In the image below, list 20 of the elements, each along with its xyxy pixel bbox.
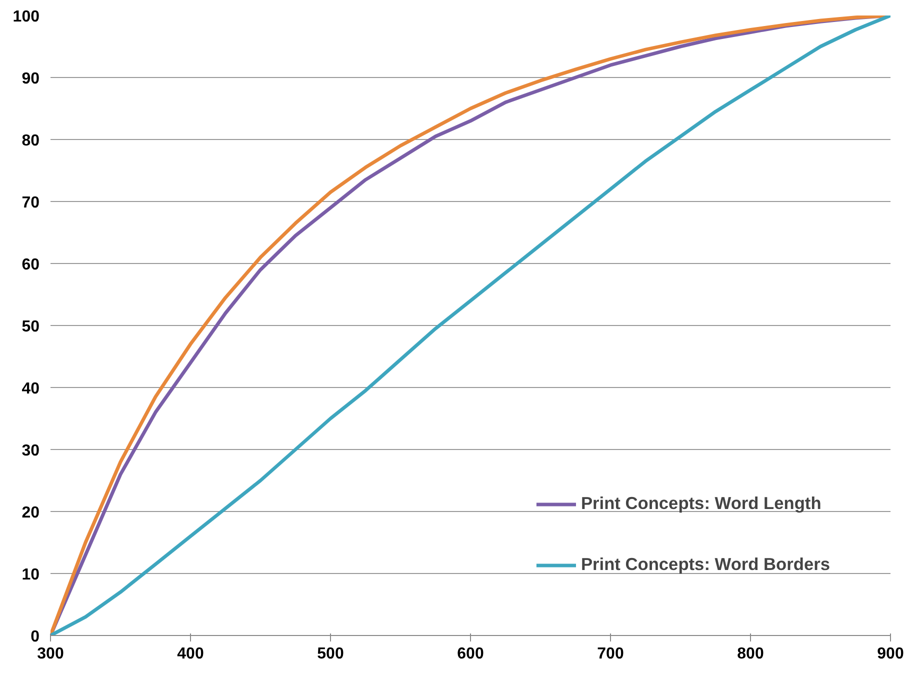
y-tick-label: 10: [22, 566, 40, 584]
legend-label: Print Concepts: Word Length: [580, 493, 822, 514]
x-tick-label: 500: [317, 646, 344, 662]
y-tick-label: 20: [22, 504, 40, 522]
x-tick-label: 800: [737, 646, 764, 662]
x-tick-label: 400: [177, 646, 204, 662]
y-tick-label: 100: [12, 8, 40, 26]
y-tick-label: 30: [22, 442, 40, 460]
x-tick-label: 300: [37, 646, 64, 662]
y-tick-label: 90: [22, 70, 40, 88]
x-tick-label: 700: [597, 646, 624, 662]
y-tick-label: 60: [22, 256, 40, 274]
y-tick-label: 80: [22, 132, 40, 150]
x-tick-label: 900: [877, 646, 904, 662]
y-tick-label: 50: [22, 318, 40, 336]
y-tick-label: 40: [22, 380, 40, 398]
y-tick-label: 0: [30, 628, 40, 646]
x-tick-label: 600: [457, 646, 484, 662]
y-tick-label: 70: [22, 194, 40, 212]
legend-label: Print Concepts: Word Borders: [580, 554, 830, 575]
